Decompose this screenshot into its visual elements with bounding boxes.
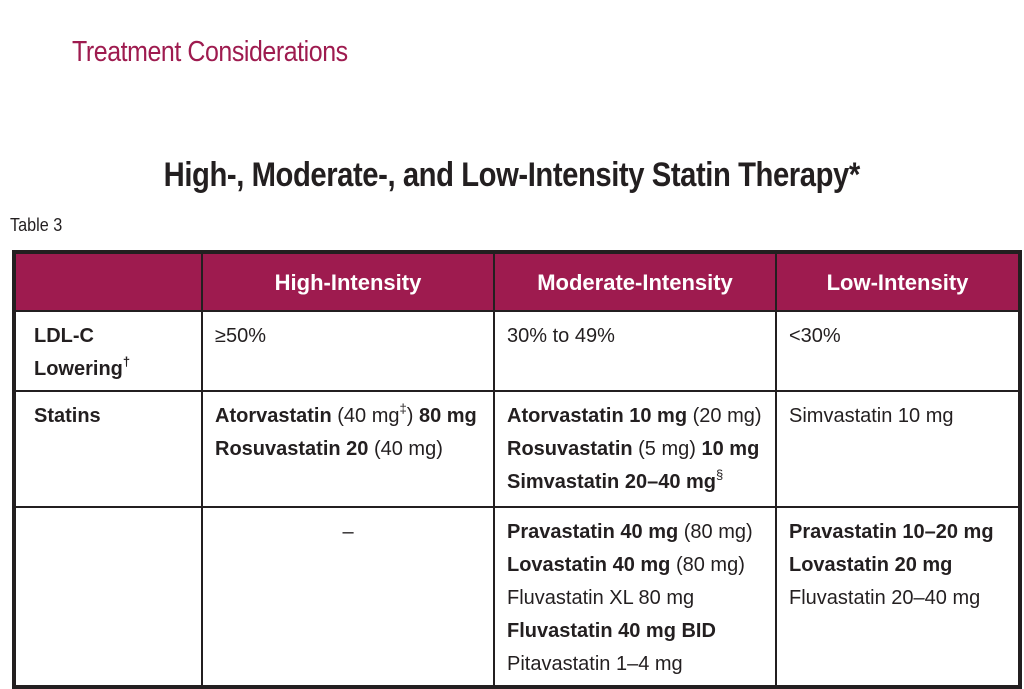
drug-name: Atorvastatin 10 mg — [507, 405, 688, 427]
drug-line: Atorvastatin (40 mg‡) 80 mg — [215, 400, 481, 433]
header-row: High-Intensity Moderate-Intensity Low-In… — [13, 251, 1021, 312]
drug-line: Rosuvastatin (5 mg) 10 mg — [507, 433, 763, 466]
dose: 10 mg — [701, 438, 760, 460]
drug-name: Rosuvastatin 20 — [215, 438, 369, 460]
row-label-statins: Statins — [13, 390, 203, 508]
table-label: Table 3 — [10, 215, 63, 235]
cell-statins-high: Atorvastatin (40 mg‡) 80 mg Rosuvastatin… — [201, 390, 495, 508]
cell-statins-moderate: Atorvastatin 10 mg (20 mg) Rosuvastatin … — [493, 390, 777, 508]
cell-ldl-low: <30% — [775, 310, 1021, 392]
section-title: Treatment Considerations — [72, 36, 348, 68]
dose-optional: (20 mg) — [687, 405, 762, 427]
cell-statins-low: Simvastatin 10 mg — [775, 390, 1021, 508]
drug-line: Pitavastatin 1–4 mg — [507, 653, 683, 675]
table-title-text: High-, Moderate-, and Low-Intensity Stat… — [163, 156, 861, 194]
drug-line: Lovastatin 40 mg (80 mg) — [507, 549, 763, 582]
row-label-ldl-lowering: LDL-C Lowering† — [13, 310, 203, 392]
dagger-footnote-mark: † — [122, 354, 131, 369]
cell-ldl-high: ≥50% — [201, 310, 495, 392]
drug-line: Rosuvastatin 20 (40 mg) — [215, 433, 481, 466]
drug-line: Fluvastatin 40 mg BID — [507, 620, 716, 642]
cell-other-low: Pravastatin 10–20 mg Lovastatin 20 mg Fl… — [775, 506, 1021, 688]
table-title: High-, Moderate-, and Low-Intensity Stat… — [0, 156, 1024, 195]
header-high-intensity: High-Intensity — [201, 251, 495, 312]
table-row-statins: Statins Atorvastatin (40 mg‡) 80 mg Rosu… — [13, 390, 1021, 508]
drug-name: Simvastatin 20–40 mg — [507, 471, 716, 493]
header-moderate-intensity: Moderate-Intensity — [493, 251, 777, 312]
dose-optional: (40 mg — [331, 405, 400, 427]
section-footnote-mark: § — [716, 467, 724, 482]
ldl-label-text: LDL-C Lowering — [34, 325, 123, 380]
dose-optional: (80 mg) — [678, 521, 753, 543]
row-label-empty — [13, 506, 203, 688]
drug-line: Lovastatin 20 mg — [789, 554, 953, 576]
drug-line: Fluvastatin XL 80 mg — [507, 587, 695, 609]
drug-name: Pravastatin 40 mg — [507, 521, 679, 543]
drug-line: Simvastatin 10 mg — [789, 405, 954, 427]
drug-line: Atorvastatin 10 mg (20 mg) — [507, 400, 763, 433]
drug-line: Pravastatin 10–20 mg — [789, 521, 994, 543]
dose: 80 mg — [418, 405, 477, 427]
drug-name: Lovastatin 40 mg — [507, 554, 671, 576]
drug-line: Simvastatin 20–40 mg§ — [507, 466, 763, 499]
dose-optional: (40 mg) — [368, 438, 443, 460]
double-dagger-footnote-mark: ‡ — [399, 401, 407, 416]
statin-intensity-table: High-Intensity Moderate-Intensity Low-In… — [12, 250, 1022, 689]
dose-optional: (5 mg) — [632, 438, 702, 460]
drug-name: Atorvastatin — [215, 405, 332, 427]
header-low-intensity: Low-Intensity — [775, 251, 1021, 312]
dose-optional: (80 mg) — [670, 554, 745, 576]
dose-close: ) — [406, 405, 419, 427]
cell-ldl-moderate: 30% to 49% — [493, 310, 777, 392]
drug-line: Fluvastatin 20–40 mg — [789, 587, 981, 609]
table-row-ldl-lowering: LDL-C Lowering† ≥50% 30% to 49% <30% — [13, 310, 1021, 392]
drug-name: Rosuvastatin — [507, 438, 633, 460]
table-row-other-statins: – Pravastatin 40 mg (80 mg) Lovastatin 4… — [13, 506, 1021, 688]
cell-other-high: – — [201, 506, 495, 688]
cell-other-moderate: Pravastatin 40 mg (80 mg) Lovastatin 40 … — [493, 506, 777, 688]
header-corner — [13, 251, 203, 312]
drug-line: Pravastatin 40 mg (80 mg) — [507, 516, 763, 549]
